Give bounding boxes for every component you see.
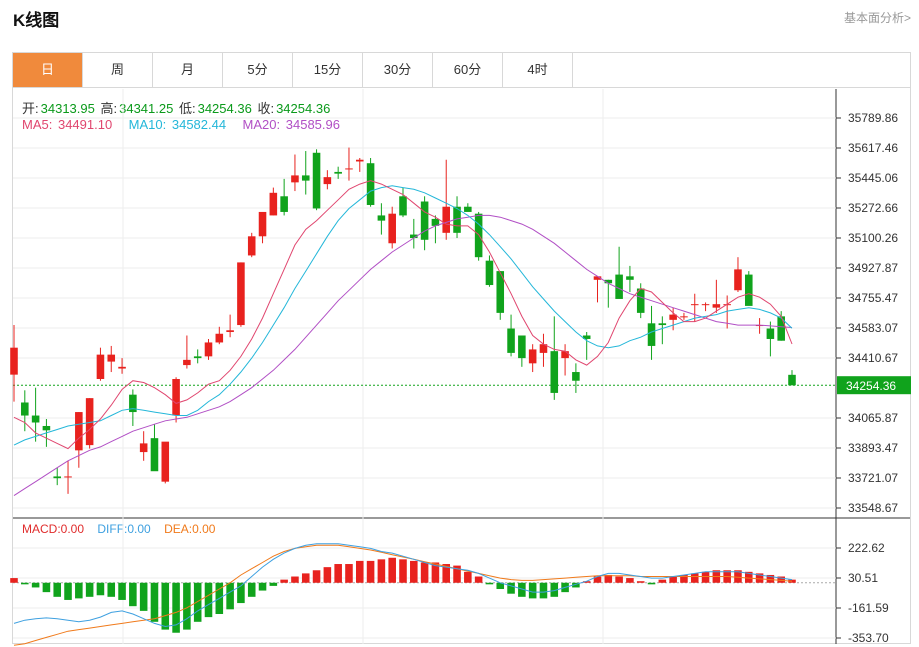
ma10-label: MA10: [128,117,167,132]
close-value: 34254.36 [276,101,331,116]
ohlc-info: 开: 34313.95 高: 34341.25 低: 34254.36 收: 34254… [22,98,332,117]
ma20-value: 34585.96 [285,117,340,132]
ma10-value: 34582.44 [171,117,227,132]
ma-info: MA5: 34491.10 MA10: 34582.44 MA20: 34585… [22,117,342,132]
period-tabs: 日 周 月 5分 15分 30分 60分 4时 [13,53,910,88]
low-label: 低: [178,101,196,116]
tab-month[interactable]: 月 [153,53,223,87]
open-label: 开: [22,101,39,116]
macd-label: MACD: [22,522,61,536]
tab-5min[interactable]: 5分 [223,53,293,87]
diff-label: DIFF: [97,522,128,536]
high-value: 34341.25 [119,101,174,116]
dea-label: DEA: [164,522,193,536]
high-label: 高: [100,101,118,116]
chart-frame [12,52,911,644]
diff-value: 0.00 [127,522,151,536]
close-label: 收: [257,101,275,116]
low-value: 34254.36 [197,101,252,116]
tab-4hour[interactable]: 4时 [503,53,573,87]
page-title: K线图 [13,11,60,30]
ma5-value: 34491.10 [57,117,113,132]
fundamental-analysis-link[interactable]: 基本面分析> [843,11,911,25]
macd-value: 0.00 [60,522,85,536]
tab-week[interactable]: 周 [83,53,153,87]
tab-30min[interactable]: 30分 [363,53,433,87]
dea-value: 0.00 [192,522,216,536]
macd-info: MACD:0.00 DIFF:0.00 DEA:0.00 [22,522,215,536]
tab-15min[interactable]: 15分 [293,53,363,87]
ma20-label: MA20: [242,117,281,132]
tab-60min[interactable]: 60分 [433,53,503,87]
ma5-label: MA5: [22,117,53,132]
tab-day[interactable]: 日 [13,53,83,87]
open-value: 34313.95 [40,101,95,116]
